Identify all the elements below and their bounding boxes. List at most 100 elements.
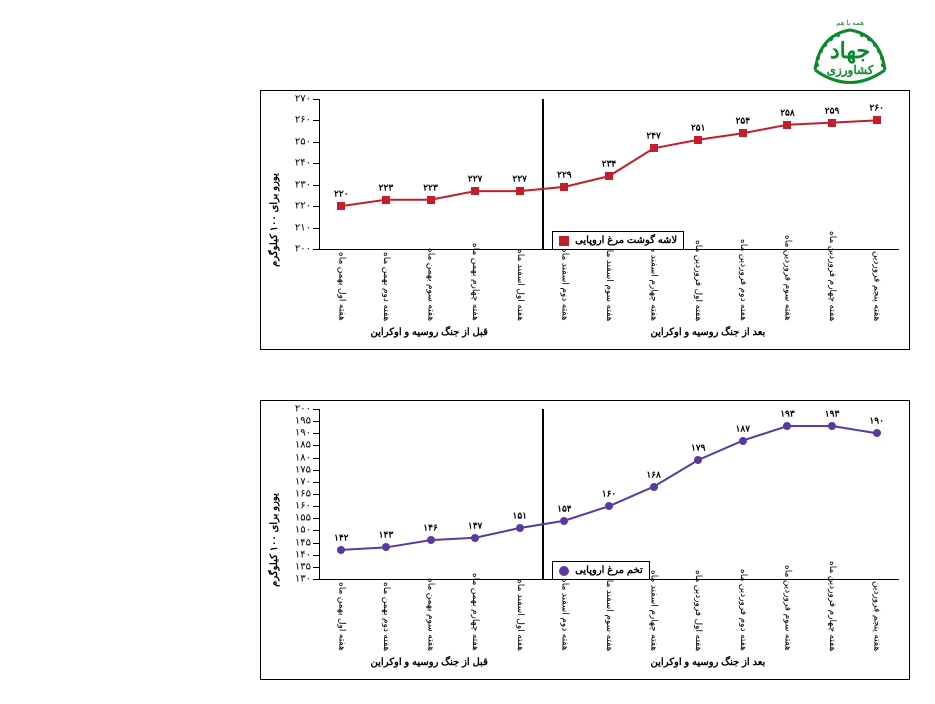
data-marker — [560, 517, 568, 525]
x-tick-label: هفته سوم فروردین ماه — [781, 253, 793, 321]
x-tick-label: هفته چهارم اسفند ماه — [648, 583, 660, 651]
y-tick-label: ۱۶۰ — [279, 501, 311, 512]
data-point-label: ۲۵۱ — [691, 122, 706, 133]
y-tick-label: ۲۶۰ — [279, 115, 311, 126]
logo: همه با هم جهاد کشاورزی — [795, 10, 905, 100]
data-point-label: ۱۴۳ — [379, 530, 394, 541]
data-point-label: ۱۹۳ — [780, 409, 795, 420]
data-point-label: ۲۲۳ — [379, 182, 394, 193]
data-marker — [382, 196, 390, 204]
y-tick-label: ۲۰۰ — [279, 404, 311, 415]
data-marker — [605, 502, 613, 510]
x-tick-label: هفته اول اسفند ماه — [514, 253, 526, 321]
data-point-label: ۲۲۳ — [423, 182, 438, 193]
y-tick-label: ۱۳۰ — [279, 574, 311, 585]
x-tick-label: هفته دوم بهمن ماه — [380, 253, 392, 321]
data-marker — [783, 422, 791, 430]
y-tick-label: ۱۴۵ — [279, 537, 311, 548]
y-tick-label: ۱۵۵ — [279, 513, 311, 524]
data-marker — [605, 172, 613, 180]
x-tick-label: هفته اول اسفند ماه — [514, 583, 526, 651]
data-marker — [739, 129, 747, 137]
plot-area: ۲۰۰۲۱۰۲۲۰۲۳۰۲۴۰۲۵۰۲۶۰۲۷۰هفته اول بهمن ما… — [319, 99, 899, 249]
chicken-chart: یورو برای ۱۰۰ کیلوگرم ۲۰۰۲۱۰۲۲۰۲۳۰۲۴۰۲۵۰… — [260, 90, 910, 350]
x-tick-label: هفته چهارم فروردین ماه — [826, 583, 838, 651]
data-point-label: ۱۴۷ — [468, 520, 483, 531]
y-tick-label: ۱۴۰ — [279, 549, 311, 560]
data-marker — [427, 536, 435, 544]
y-tick-label: ۲۵۰ — [279, 136, 311, 147]
data-marker — [471, 187, 479, 195]
x-tick-label: هفته چهارم فروردین ماه — [826, 253, 838, 321]
data-point-label: ۲۶۰ — [869, 103, 884, 114]
data-point-label: ۱۹۳ — [825, 409, 840, 420]
y-tick-label: ۱۷۵ — [279, 464, 311, 475]
x-tick-label: هفته سوم فروردین ماه — [781, 583, 793, 651]
y-tick-label: ۲۰۰ — [279, 244, 311, 255]
data-point-label: ۲۴۷ — [646, 131, 661, 142]
logo-top-text: همه با هم — [836, 19, 864, 27]
data-point-label: ۱۵۱ — [513, 511, 528, 522]
x-tick-label: هفته پنجم فروردین — [871, 583, 883, 651]
x-tick-label: هفته دوم اسفند ماه — [558, 253, 570, 321]
x-tick-label: هفته اول بهمن ماه — [335, 583, 347, 651]
y-tick-label: ۱۸۰ — [279, 452, 311, 463]
legend-text: تخم مرغ اروپایی — [575, 565, 643, 576]
y-tick-label: ۱۵۰ — [279, 525, 311, 536]
data-point-label: ۱۸۷ — [736, 423, 751, 434]
y-tick-label: ۲۲۰ — [279, 201, 311, 212]
x-tick-label: هفته اول بهمن ماه — [335, 253, 347, 321]
y-tick-label: ۱۹۵ — [279, 416, 311, 427]
legend: لاشه گوشت مرغ اروپایی — [552, 231, 684, 250]
x-tick-label: هفته دوم فروردین ماه — [737, 583, 749, 651]
x-tick-label: هفته دوم بهمن ماه — [380, 583, 392, 651]
data-marker — [650, 144, 658, 152]
data-marker — [471, 534, 479, 542]
group-after-label: بعد از جنگ روسیه و اوکراین — [651, 657, 766, 668]
y-tick-label: ۲۳۰ — [279, 179, 311, 190]
legend-text: لاشه گوشت مرغ اروپایی — [575, 235, 677, 246]
data-marker — [873, 429, 881, 437]
data-marker — [337, 546, 345, 554]
data-marker — [828, 119, 836, 127]
x-tick-label: هفته سوم اسفند ماه — [603, 253, 615, 321]
legend: تخم مرغ اروپایی — [552, 561, 650, 580]
x-tick-label: هفته سوم اسفند ماه — [603, 583, 615, 651]
data-point-label: ۲۵۴ — [736, 116, 751, 127]
data-point-label: ۱۶۸ — [646, 469, 661, 480]
group-after-label: بعد از جنگ روسیه و اوکراین — [651, 327, 766, 338]
x-tick-label: هفته چهارم بهمن ماه — [469, 253, 481, 321]
data-marker — [739, 437, 747, 445]
y-tick-label: ۱۹۰ — [279, 428, 311, 439]
x-tick-label: هفته اول فروردین ماه — [692, 253, 704, 321]
data-point-label: ۲۵۹ — [825, 105, 840, 116]
data-point-label: ۲۵۸ — [780, 107, 795, 118]
x-tick-label: هفته چهارم بهمن ماه — [469, 583, 481, 651]
logo-main-text: جهاد — [830, 38, 870, 64]
data-point-label: ۱۹۰ — [869, 416, 884, 427]
group-before-label: قبل از جنگ روسیه و اوکراین — [371, 657, 488, 668]
y-tick-label: ۲۱۰ — [279, 222, 311, 233]
data-marker — [828, 422, 836, 430]
data-marker — [560, 183, 568, 191]
data-point-label: ۲۲۹ — [557, 169, 572, 180]
data-point-label: ۲۲۷ — [513, 174, 528, 185]
data-marker — [337, 202, 345, 210]
data-point-label: ۱۴۶ — [423, 523, 438, 534]
x-tick-label: هفته پنجم فروردین — [871, 253, 883, 321]
data-point-label: ۲۲۰ — [334, 189, 349, 200]
x-tick-label: هفته اول فروردین ماه — [692, 583, 704, 651]
y-tick-label: ۱۷۰ — [279, 476, 311, 487]
y-tick-label: ۱۶۵ — [279, 489, 311, 500]
data-point-label: ۱۵۴ — [557, 503, 572, 514]
x-tick-label: هفته چهارم اسفند ماه — [648, 253, 660, 321]
y-tick-label: ۱۳۵ — [279, 561, 311, 572]
data-marker — [694, 456, 702, 464]
data-marker — [783, 121, 791, 129]
data-point-label: ۱۷۹ — [691, 443, 706, 454]
x-tick-label: هفته سوم بهمن ماه — [425, 583, 437, 651]
x-tick-label: هفته سوم بهمن ماه — [425, 253, 437, 321]
data-point-label: ۱۶۰ — [602, 489, 617, 500]
egg-chart: یورو برای ۱۰۰ کیلوگرم ۱۳۰۱۳۵۱۴۰۱۴۵۱۵۰۱۵۵… — [260, 400, 910, 680]
data-marker — [427, 196, 435, 204]
